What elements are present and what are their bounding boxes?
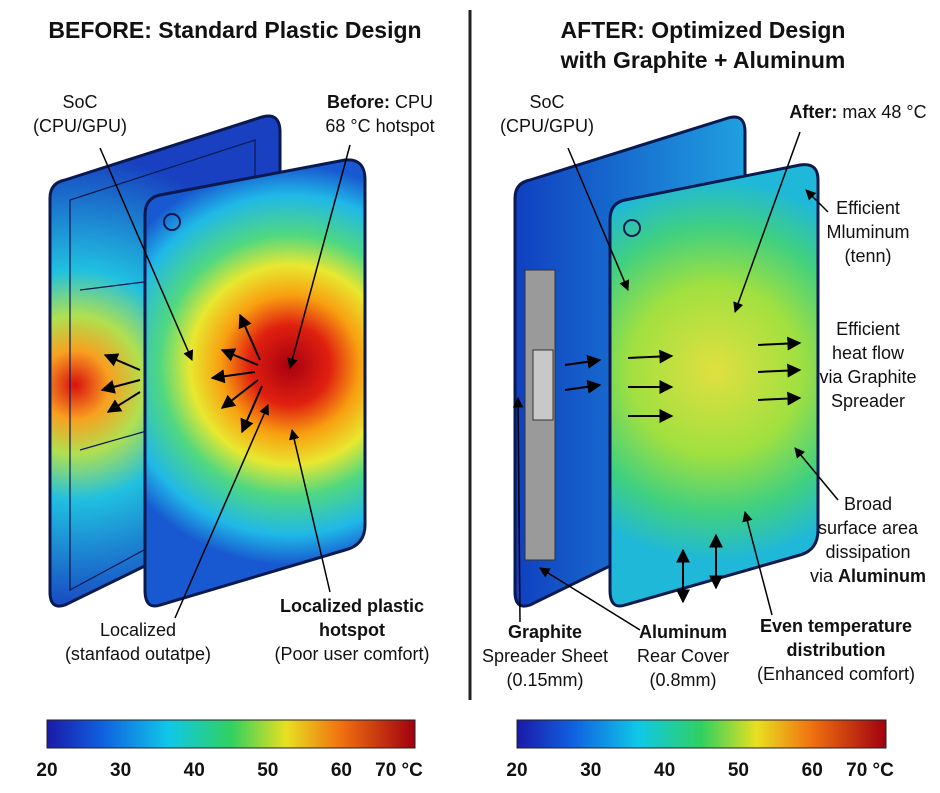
colorbar-tick-label: 50 [728, 760, 749, 781]
label: (0.15mm) [506, 670, 583, 690]
label: Mluminum [826, 222, 909, 242]
label-text: (0.8mm) [650, 670, 717, 690]
label: Aluminum [639, 622, 727, 642]
label: Localized plastic [280, 596, 424, 616]
label: surface area [818, 518, 919, 538]
label-text: (Enhanced comfort) [757, 664, 915, 684]
colorbar-tick-label: 40 [654, 760, 675, 781]
label: (Enhanced comfort) [757, 664, 915, 684]
label-text: Before: [327, 92, 390, 112]
label: distribution [787, 640, 886, 660]
pointers [512, 131, 839, 631]
colorbar-tick-label: 20 [36, 760, 57, 781]
label: Efficient [836, 319, 900, 339]
panel-title: BEFORE: Standard Plastic Design [48, 17, 421, 43]
label-text: Efficient [836, 198, 900, 218]
label-text: Spreader Sheet [482, 646, 608, 666]
colorbar-tick-label: 60 [331, 760, 352, 781]
label: Broad [844, 494, 892, 514]
camera [163, 213, 181, 231]
label-text: dissipation [825, 542, 910, 562]
label: (0.8mm) [650, 670, 717, 690]
label: (stanfaod outatpe) [65, 644, 211, 664]
label: Spreader Sheet [482, 646, 608, 666]
label-text: CPU [390, 92, 433, 112]
label: (CPU/GPU) [33, 116, 127, 136]
label: Localized [100, 620, 176, 640]
label-text: (stanfaod outatpe) [65, 644, 211, 664]
label: SoC [62, 92, 97, 112]
label-text: (CPU/GPU) [33, 116, 127, 136]
label: Spreader [831, 391, 905, 411]
label: (tenn) [844, 246, 891, 266]
label: (Poor user comfort) [274, 644, 429, 664]
label-text: Broad [844, 494, 892, 514]
label: Even temperature [760, 616, 912, 636]
colorbar-tick-label: 60 [802, 760, 823, 781]
label-text: Spreader [831, 391, 905, 411]
colorbar [516, 719, 887, 749]
colorbar-tick-label: 30 [580, 760, 601, 781]
panel-title: with Graphite + Aluminum [560, 47, 846, 73]
front-panel [608, 163, 820, 608]
colorbar-tick-label: 40 [184, 760, 205, 781]
label: Graphite [508, 622, 582, 642]
label-text: heat flow [832, 343, 905, 363]
label-text: SoC [62, 92, 97, 112]
label-text: (Poor user comfort) [274, 644, 429, 664]
label: via Graphite [819, 367, 916, 387]
heat-arrows [100, 313, 263, 434]
label: Rear Cover [637, 646, 729, 666]
label-text: hotspot [319, 620, 385, 640]
label-text: (CPU/GPU) [500, 116, 594, 136]
label: Efficient [836, 198, 900, 218]
colorbar-tick-label: 20 [506, 760, 527, 781]
label: 68 °C hotspot [325, 116, 434, 136]
label-text: Rear Cover [637, 646, 729, 666]
heat-arrows [564, 336, 802, 423]
label: (CPU/GPU) [500, 116, 594, 136]
panel-title: AFTER: Optimized Design [561, 17, 846, 43]
colorbar-tick-label: 70 °C [846, 760, 894, 781]
label-text: via Graphite [819, 367, 916, 387]
label: After: max 48 °C [789, 102, 926, 122]
camera [623, 219, 641, 237]
label-text: Mluminum [826, 222, 909, 242]
label: SoC [529, 92, 564, 112]
label-text: distribution [787, 640, 886, 660]
label: via Aluminum [810, 566, 926, 586]
label: hotspot [319, 620, 385, 640]
label-text: (0.15mm) [506, 670, 583, 690]
label-text: Aluminum [639, 622, 727, 642]
label: dissipation [825, 542, 910, 562]
label-text: Localized plastic [280, 596, 424, 616]
colorbar-tick-label: 50 [257, 760, 278, 781]
label: Before: CPU [327, 92, 433, 112]
pointers [99, 144, 351, 619]
colorbar-tick-label: 30 [110, 760, 131, 781]
colorbar-tick-label: 70 °C [375, 760, 423, 781]
soc-chip [532, 349, 554, 421]
label-text: 68 °C hotspot [325, 116, 434, 136]
label-text: Aluminum [838, 566, 926, 586]
label-text: Efficient [836, 319, 900, 339]
label-text: SoC [529, 92, 564, 112]
label-text: After: [789, 102, 837, 122]
label-text: via [810, 566, 838, 586]
colorbar [46, 719, 416, 749]
label-text: Even temperature [760, 616, 912, 636]
label-text: max 48 °C [837, 102, 926, 122]
label-text: surface area [818, 518, 919, 538]
label-text: Graphite [508, 622, 582, 642]
vertical-arrows [676, 533, 723, 604]
label: heat flow [832, 343, 905, 363]
label-text: (tenn) [844, 246, 891, 266]
label-text: Localized [100, 620, 176, 640]
